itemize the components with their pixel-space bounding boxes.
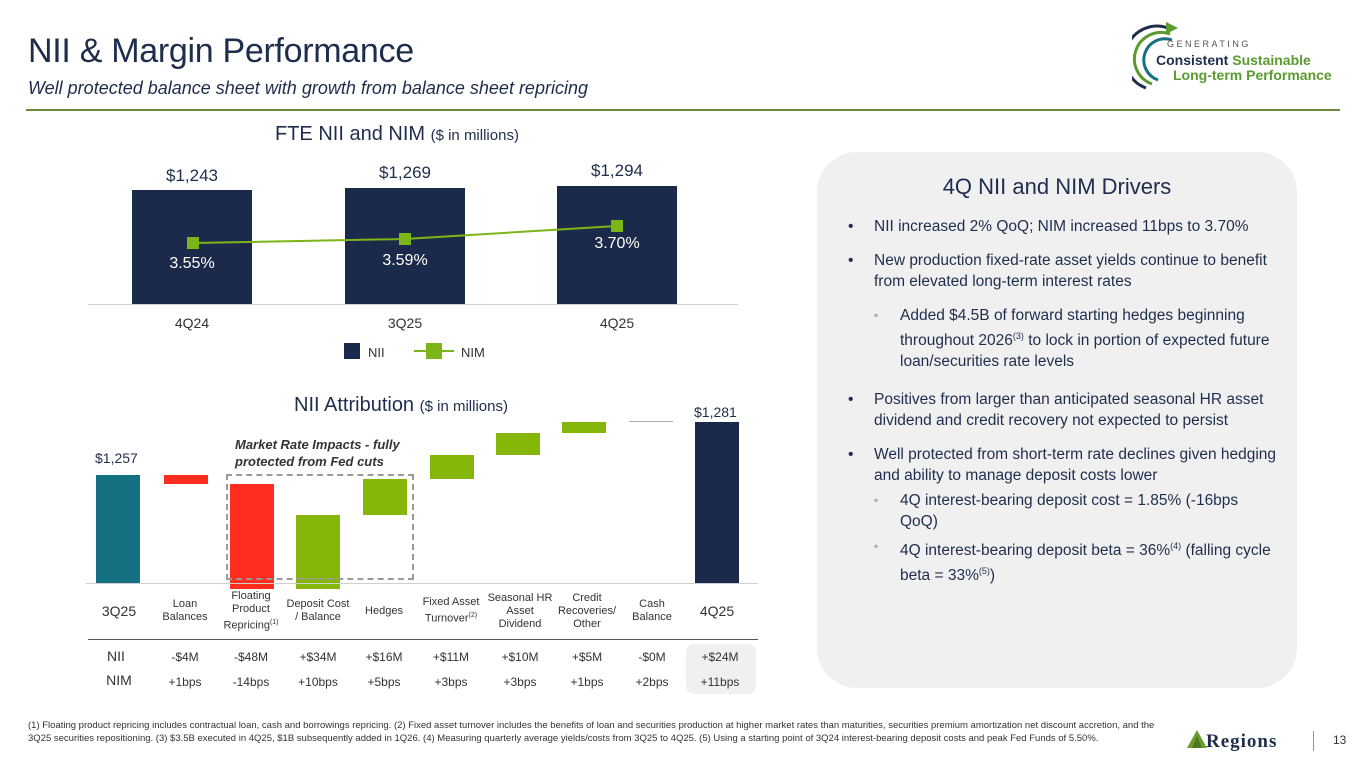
legend-nii-swatch — [344, 343, 360, 359]
legend-nii-label: NII — [368, 345, 385, 360]
regions-brand: Regions — [1206, 731, 1278, 752]
wf-cat-3q25: 3Q25 — [101, 602, 137, 619]
wf-cat-deposit-cost: Deposit Cost / Balance — [286, 598, 350, 623]
nim-value-4q25: 3.70% — [594, 235, 640, 252]
waterfall-bar-cash-balance — [629, 421, 673, 423]
logo-generating: GENERATING — [1167, 39, 1251, 49]
wf-cat-hedges: Hedges — [365, 604, 403, 617]
regions-leaf-icon — [1187, 730, 1207, 748]
wf-cat-fixed-asset: Fixed Asset Turnover(2) — [422, 596, 480, 625]
waterfall-axis — [86, 583, 758, 584]
table-cell-nii-8: +$24M — [701, 650, 739, 664]
nim-marker-3q25 — [399, 233, 411, 245]
table-cell-nim-7: +2bps — [635, 675, 669, 689]
driver-bullet-1: • NII increased 2% QoQ; NIM increased 11b… — [848, 218, 1249, 235]
legend-nim-label: NIM — [461, 345, 485, 360]
wf-cat-floating-product: Floating Product Repricing(1) — [223, 589, 279, 632]
drivers-title: 4Q NII and NIM Drivers — [942, 174, 1172, 199]
table-cell-nii-6: +$5M — [571, 650, 603, 664]
growth-arrow-logo-icon — [1132, 22, 1178, 90]
table-total-highlight — [686, 644, 756, 694]
nii-value-3q25: $1,269 — [379, 163, 431, 182]
waterfall-bar-fixed-asset-turnover — [430, 455, 474, 480]
nii-value-4q25: $1,294 — [591, 161, 643, 180]
waterfall-bar-loan-balances — [164, 475, 208, 484]
waterfall-bar-start — [96, 475, 140, 583]
table-cell-nim-4: +3bps — [434, 675, 468, 689]
waterfall-bar-seasonal-hr-asset-dividend — [496, 433, 540, 456]
page-subtitle: Well protected balance sheet with growth… — [28, 78, 588, 98]
table-cell-nii-2: +$34M — [299, 650, 337, 664]
drivers-panel — [817, 152, 1297, 688]
page-title: NII & Margin Performance — [28, 32, 414, 70]
table-cell-nii-3: +$16M — [365, 650, 403, 664]
table-row-nii-label: NII — [107, 648, 125, 664]
nii-bar-3q25 — [345, 188, 465, 304]
nim-line — [187, 220, 623, 249]
drivers-list: • NII increased 2% QoQ; NIM increased 11b… — [848, 216, 1278, 590]
footnotes: (1) Floating product repricing includes … — [28, 720, 1155, 744]
table-cell-nii-1: -$48M — [233, 650, 268, 664]
nim-marker-4q24 — [187, 237, 199, 249]
waterfall-bar-credit-recoveries-other — [562, 422, 606, 434]
wf-cat-loan-balances: Loan Balances — [162, 598, 208, 623]
header-divider — [26, 109, 1340, 111]
table-cell-nii-5: +$10M — [501, 650, 539, 664]
logo-line1: Consistent Sustainable — [1156, 52, 1311, 68]
table-cell-nim-2: +10bps — [298, 675, 338, 689]
waterfall-bar-deposit-cost-balance — [296, 514, 340, 590]
wf-cat-credit-recoveries: Credit Recoveries/ Other — [557, 591, 617, 630]
driver-bullet-4: • Well protected from short-term rate dec… — [848, 446, 1277, 485]
nii-bar-4q25 — [557, 186, 677, 304]
nii-value-4q24: $1,243 — [166, 166, 218, 185]
driver-bullet-3: • Positives from larger than anticipated … — [848, 391, 1264, 430]
table-cell-nim-0: +1bps — [168, 675, 202, 689]
market-rate-highlight-box — [226, 474, 414, 580]
driver-sub-bullet-2-1: ◦ Added $4.5B of forward starting hedges … — [874, 307, 1270, 371]
chart2-title: NII Attribution ($ in millions) — [294, 394, 508, 416]
table-cell-nii-0: -$4M — [171, 650, 199, 664]
driver-bullet-2: • New production fixed-rate asset yields … — [848, 252, 1267, 290]
table-cell-nii-7: -$0M — [638, 650, 666, 664]
waterfall-end-value: $1,281 — [694, 404, 737, 420]
table-cell-nim-5: +3bps — [503, 675, 537, 689]
nim-value-3q25: 3.59% — [382, 252, 428, 269]
legend-nim-swatch — [414, 343, 454, 359]
market-rate-annotation: Market Rate Impacts - fully protected fr… — [235, 437, 400, 469]
waterfall-bar-hedges — [363, 479, 407, 515]
page-number: 13 — [1333, 733, 1347, 747]
chart1-axis — [88, 304, 738, 305]
driver-sub-bullet-4-1: ◦ 4Q interest-bearing deposit cost = 1.85… — [874, 492, 1239, 531]
category-4q24: 4Q24 — [174, 315, 210, 331]
driver-sub-bullet-4-2: ◦ 4Q interest-bearing deposit beta = 36%(… — [874, 539, 1271, 585]
table-row-nim-label: NIM — [106, 672, 132, 688]
table-cell-nii-4: +$11M — [432, 650, 470, 664]
waterfall-start-value: $1,257 — [95, 450, 138, 466]
waterfall-bar-end — [695, 422, 739, 583]
wf-cat-4q25: 4Q25 — [699, 602, 735, 619]
nim-value-4q24: 3.55% — [169, 255, 215, 272]
category-4q25: 4Q25 — [599, 315, 635, 331]
table-cell-nim-3: +5bps — [367, 675, 401, 689]
table-divider — [88, 639, 758, 640]
chart1-title: FTE NII and NIM ($ in millions) — [275, 123, 519, 145]
waterfall-bar-floating-product-repricing — [230, 483, 274, 590]
table-cell-nim-1: -14bps — [232, 675, 270, 689]
nim-marker-4q25 — [611, 220, 623, 232]
table-cell-nim-6: +1bps — [570, 675, 604, 689]
category-3q25: 3Q25 — [387, 315, 423, 331]
wf-cat-cash-balance: Cash Balance — [632, 598, 672, 623]
table-cell-nim-8: +11bps — [700, 675, 740, 689]
wf-cat-seasonal-hr: Seasonal HR Asset Dividend — [487, 591, 553, 630]
footer-divider — [1313, 731, 1314, 751]
logo-line2: Long-term Performance — [1173, 67, 1332, 83]
